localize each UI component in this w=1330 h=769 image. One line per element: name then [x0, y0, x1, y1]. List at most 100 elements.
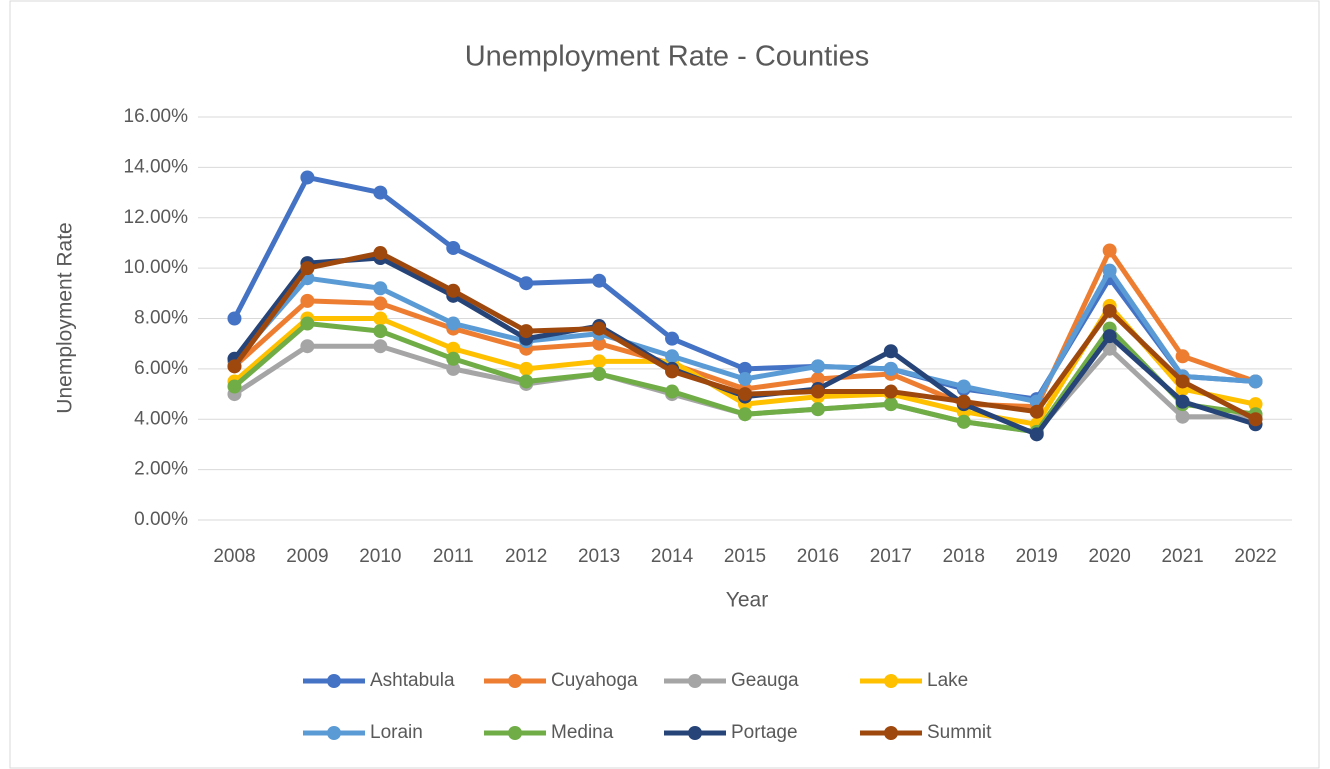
data-point [373, 296, 388, 311]
data-point [227, 359, 242, 374]
data-point [1102, 303, 1117, 318]
legend-label: Summit [927, 722, 992, 743]
data-point [1248, 412, 1263, 427]
data-point [519, 324, 534, 339]
x-tick-label: 2009 [286, 546, 328, 567]
y-tick-label: 10.00% [124, 257, 189, 278]
x-tick-label: 2014 [651, 546, 694, 567]
data-point [373, 185, 388, 200]
data-point [1175, 394, 1190, 409]
data-point [519, 374, 534, 389]
y-axis-title: Unemployment Rate [54, 222, 77, 413]
y-tick-label: 8.00% [134, 308, 188, 329]
data-point [665, 331, 680, 346]
y-tick-label: 14.00% [124, 156, 189, 177]
data-point [665, 364, 680, 379]
x-tick-label: 2019 [1016, 546, 1058, 567]
x-tick-label: 2022 [1234, 546, 1276, 567]
y-tick-label: 4.00% [134, 408, 188, 429]
data-point [1248, 374, 1263, 389]
data-point [446, 240, 461, 255]
data-point [738, 361, 752, 376]
y-tick-label: 16.00% [124, 106, 189, 127]
data-point [883, 384, 898, 399]
data-point [1029, 427, 1044, 442]
x-tick-label: 2018 [943, 546, 985, 567]
legend-label: Lake [927, 670, 968, 691]
data-point [519, 276, 534, 291]
data-point [810, 402, 825, 417]
data-point [956, 394, 971, 409]
data-point [300, 170, 315, 185]
x-tick-label: 2020 [1089, 546, 1131, 567]
data-point [665, 384, 680, 399]
x-axis-title: Year [726, 589, 768, 612]
data-point [373, 311, 388, 326]
legend-marker [508, 674, 522, 688]
legend-label: Cuyahoga [551, 670, 638, 691]
data-point [300, 293, 315, 308]
data-point [446, 361, 461, 376]
chart-title: Unemployment Rate - Counties [465, 41, 870, 73]
y-tick-label: 6.00% [134, 358, 188, 379]
data-point [300, 261, 315, 276]
data-point [1175, 374, 1190, 389]
data-point [227, 379, 242, 394]
legend-marker [688, 674, 702, 688]
data-point [1175, 349, 1190, 364]
data-point [446, 341, 461, 356]
data-point [592, 273, 607, 288]
data-point [446, 316, 461, 331]
data-point [956, 379, 971, 394]
x-tick-label: 2011 [433, 546, 474, 567]
data-point [1029, 404, 1044, 419]
legend-label: Portage [731, 722, 798, 743]
data-point [592, 321, 607, 336]
x-tick-label: 2015 [724, 546, 766, 567]
data-point [373, 339, 388, 354]
legend-label: Medina [551, 722, 614, 743]
data-point [738, 407, 752, 422]
data-point [1102, 341, 1117, 356]
data-point [592, 336, 607, 351]
data-point [592, 354, 607, 369]
data-point [373, 281, 388, 296]
data-point [883, 344, 898, 359]
data-point [883, 397, 898, 412]
legend-marker [508, 726, 522, 740]
x-tick-label: 2013 [578, 546, 620, 567]
x-tick-label: 2012 [505, 546, 547, 567]
x-tick-label: 2016 [797, 546, 839, 567]
data-point [1102, 243, 1117, 258]
data-point [738, 387, 752, 402]
y-tick-label: 12.00% [124, 207, 189, 228]
legend-label: Geauga [731, 670, 799, 691]
data-point [373, 246, 388, 261]
legend-label: Ashtabula [370, 670, 455, 691]
data-point [227, 311, 242, 326]
x-tick-label: 2008 [213, 546, 255, 567]
data-point [1102, 263, 1117, 278]
x-tick-label: 2021 [1161, 546, 1203, 567]
data-point [883, 361, 898, 376]
legend-marker [327, 726, 341, 740]
data-point [446, 283, 461, 298]
chart-border [9, 0, 1320, 769]
data-point [810, 371, 825, 386]
data-point [446, 351, 461, 366]
data-point [1102, 329, 1117, 344]
y-tick-label: 0.00% [134, 509, 188, 530]
x-tick-label: 2010 [359, 546, 401, 567]
legend-marker [884, 726, 898, 740]
data-point [1248, 397, 1263, 412]
data-point [956, 414, 971, 429]
data-point [519, 361, 534, 376]
data-point [300, 316, 315, 331]
data-point [738, 371, 752, 386]
data-point [300, 339, 315, 354]
y-tick-label: 2.00% [134, 459, 188, 480]
legend-marker [688, 726, 702, 740]
data-point [810, 359, 825, 374]
x-tick-label: 2017 [870, 546, 912, 567]
